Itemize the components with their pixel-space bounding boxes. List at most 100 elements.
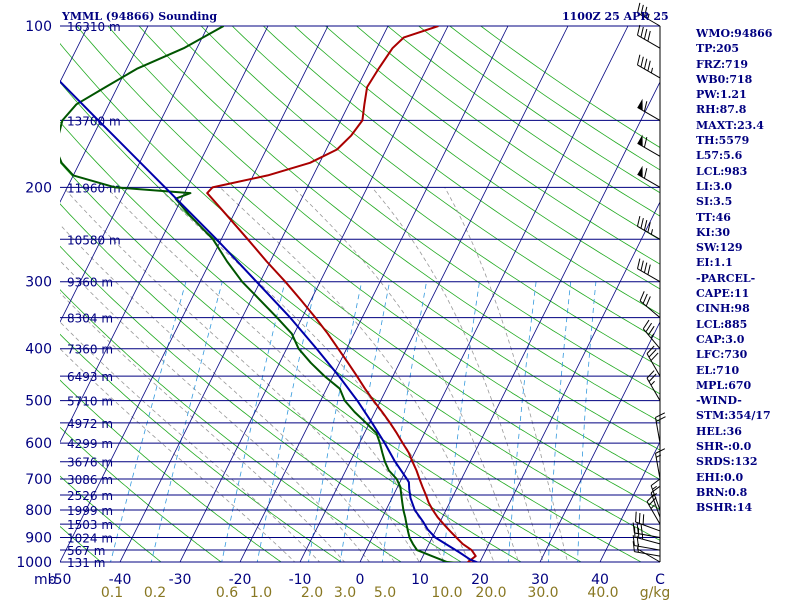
stat-item: -PARCEL- (696, 271, 756, 285)
stat-item: PW:1.21 (696, 88, 747, 102)
height-label: 7360 m (67, 343, 113, 357)
pressure-tick-label: 300 (25, 275, 52, 291)
wind-barb (639, 291, 661, 319)
stat-item: SW:129 (696, 241, 743, 255)
height-label: 13700 m (67, 114, 121, 128)
temperature-tick-label: -40 (109, 572, 132, 588)
isotherms (60, 26, 660, 562)
isotherm-line (299, 26, 569, 562)
height-label: 1999 m (67, 504, 113, 518)
pressure-tick-label: 100 (25, 19, 52, 35)
dry-adiabat-line (60, 121, 642, 562)
wind-barb (636, 216, 661, 240)
stat-item: SI:3.5 (696, 195, 733, 209)
sounding-time: 1100Z 25 APR 25 (562, 10, 669, 23)
temperature-tick-label: -20 (229, 572, 252, 588)
stat-item: TP:205 (696, 42, 740, 56)
dry-adiabats (60, 26, 660, 562)
temperature-tick-label: 20 (471, 572, 489, 588)
dry-adiabat-line (200, 26, 660, 368)
moist-adiabat-line (60, 260, 370, 562)
wind-barb (646, 345, 661, 377)
height-label: 3086 m (67, 473, 113, 487)
mixing-ratio-line (339, 281, 390, 562)
plot-area (60, 26, 660, 562)
mixing-ratio-line (381, 281, 427, 562)
wind-barb (637, 165, 661, 188)
stat-item: FRZ:719 (696, 57, 749, 71)
isotherm-line (599, 441, 660, 562)
mixing-ratio-tick-label: 10.0 (431, 585, 462, 600)
wind-barb (636, 2, 661, 27)
moist-adiabat-line (60, 292, 346, 562)
moist-adiabat-line (63, 187, 420, 562)
mixing-ratio-tick-label: 5.0 (374, 585, 396, 600)
wind-barb (642, 319, 661, 350)
pressure-tick-label: 1000 (16, 555, 52, 571)
pressure-tick-label: 800 (25, 503, 52, 519)
temperature-tick-label: -50 (49, 572, 72, 588)
dry-adiabat-line (60, 475, 162, 562)
stat-item: LCL:983 (696, 164, 748, 178)
mixing-ratio-line (221, 281, 286, 562)
mixing-ratio-line (150, 281, 223, 562)
mixing-ratio-tick-label: 2.0 (301, 585, 323, 600)
height-label: 11960 m (67, 181, 121, 195)
stat-item: LI:3.0 (696, 179, 733, 193)
mixing-ratio-line (308, 281, 363, 562)
dry-adiabat-line (138, 26, 660, 423)
stat-item: KI:30 (696, 225, 731, 239)
dry-adiabat-line (60, 379, 282, 562)
wind-barbs (632, 2, 666, 563)
mixing-ratio-tick-label: 30.0 (527, 585, 558, 600)
moist-adiabat-line (219, 187, 495, 562)
dry-adiabat-line (60, 245, 462, 562)
pressure-tick-label: 200 (25, 180, 52, 196)
mixing-ratio-tick-label: 1.0 (250, 585, 272, 600)
temperature-tick-label: 30 (531, 572, 549, 588)
dry-adiabat-line (107, 26, 660, 451)
wind-barb (632, 541, 661, 557)
isobars (60, 25, 660, 563)
stat-item: SHR-:0.0 (696, 440, 752, 454)
height-label: 16310 m (67, 20, 121, 34)
isotherm-line (60, 26, 329, 562)
mixing-ratio-line (256, 281, 317, 562)
dry-adiabat-line (60, 161, 582, 562)
temperature-tick-label: -10 (289, 572, 312, 588)
height-label: 8304 m (67, 312, 113, 326)
wind-barb (654, 448, 666, 480)
mixing-ratio-line (507, 281, 537, 562)
stat-item: EL:710 (696, 363, 740, 377)
wind-barb (636, 24, 661, 49)
stats-panel: WMO:94866 TP:205 FRZ:719 WB0:718 PW:1.21 RH:8… (696, 26, 800, 516)
isotherm-line (419, 81, 660, 562)
moist-adiabat-line (60, 321, 321, 562)
height-label: 2526 m (67, 489, 113, 503)
wind-barb (636, 258, 661, 283)
stat-item: -WIND- (696, 394, 742, 408)
pressure-tick-label: 600 (25, 436, 52, 452)
wind-barb (650, 478, 661, 511)
dry-adiabat-line (262, 26, 660, 315)
mixing-ratio-tick-label: 0.6 (216, 585, 238, 600)
dry-adiabat-line (293, 26, 660, 290)
mixing-ratio-tick-label: 3.0 (334, 585, 356, 600)
stat-item: LFC:730 (696, 348, 748, 362)
moist-adiabat-line (60, 224, 395, 562)
dry-adiabat-line (231, 26, 660, 341)
dry-adiabat-line (60, 333, 342, 562)
pressure-tick-label: 500 (25, 394, 52, 410)
wind-barb (637, 134, 661, 157)
mixing-ratio-tick-label: 0.1 (101, 585, 123, 600)
mixing-ratio-lines (110, 281, 597, 562)
wind-barb (646, 493, 661, 525)
height-label: 9360 m (67, 276, 113, 290)
mixing-ratio-axis: 0.1 0.2 0.6 1.0 2.0 3.0 5.0 10.0 20.0 30.0 40.0 g/k… (101, 585, 670, 600)
isotherm-line (239, 26, 509, 562)
stat-item: EHI:0.0 (696, 470, 744, 484)
mixing-ratio-tick-label: 40.0 (587, 585, 618, 600)
isotherm-line (539, 321, 660, 562)
height-label: 4299 m (67, 437, 113, 451)
temperature-tick-label: C (655, 572, 665, 588)
